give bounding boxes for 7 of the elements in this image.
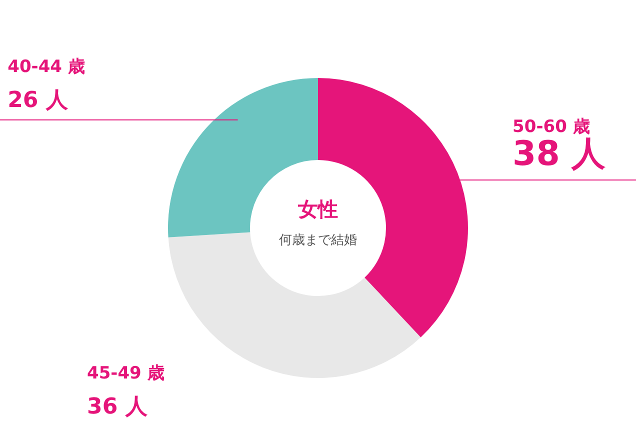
data-label: 36 人 — [87, 394, 148, 420]
donut-slice — [168, 232, 421, 378]
slice-label: 40-44 歳 — [8, 56, 85, 77]
text: 何歳まで結婚 — [279, 233, 357, 248]
data-label: 26 人 — [8, 88, 69, 113]
slice-label: 45-49 歳 — [87, 364, 164, 384]
text: 女性 — [297, 197, 338, 221]
